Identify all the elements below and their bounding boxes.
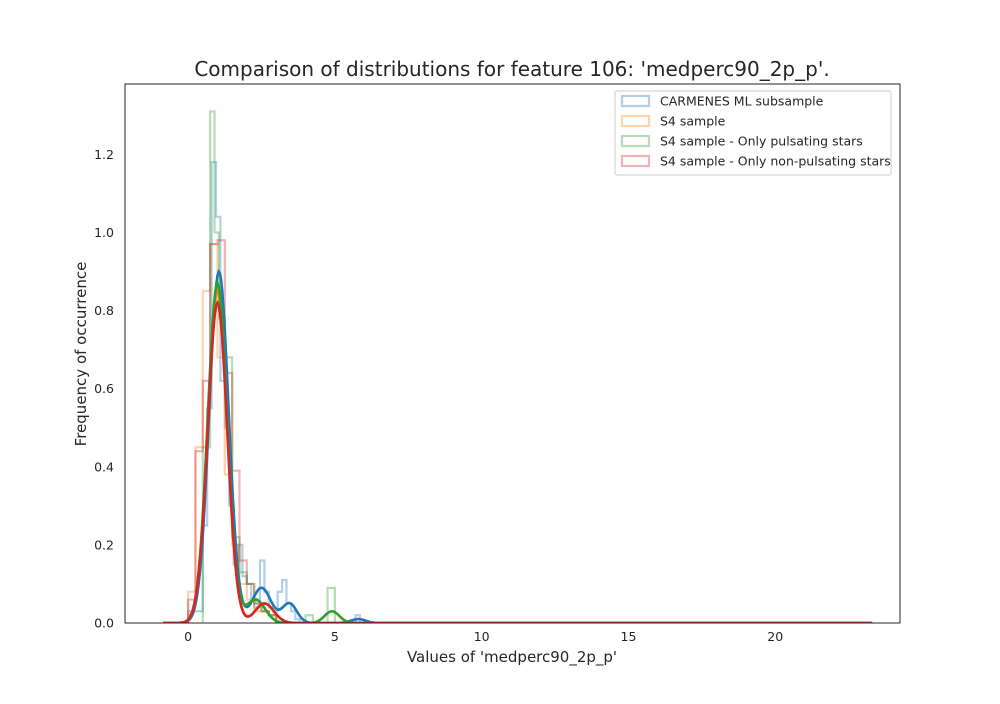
y-tick-label: 0.0: [94, 616, 114, 631]
legend-swatch: [620, 134, 651, 148]
y-tick-label: 1.2: [94, 147, 114, 162]
kde-series-1: [163, 288, 873, 623]
legend-swatch: [620, 154, 651, 168]
legend-label: CARMENES ML subsample: [660, 94, 824, 109]
kde-group: [163, 268, 873, 623]
x-tick-label: 0: [184, 629, 192, 644]
x-tick-label: 20: [767, 629, 783, 644]
legend-swatch: [620, 114, 651, 128]
histogram-group: [187, 110, 361, 623]
x-axis-label: Values of 'medperc90_2p_p': [407, 648, 617, 667]
kde-series-2: [163, 280, 873, 623]
x-axis-ticks: 0 5 10 15 20: [184, 629, 783, 644]
y-tick-label: 1.0: [94, 225, 114, 240]
y-tick-label: 0.4: [94, 459, 114, 474]
x-tick-label: 15: [621, 629, 637, 644]
plot-area: [163, 110, 873, 623]
legend: CARMENES ML subsample S4 sample S4 sample …: [614, 90, 892, 176]
legend-swatch: [620, 94, 651, 108]
kde-series-0: [163, 268, 873, 623]
y-tick-label: 0.6: [94, 381, 114, 396]
y-axis-label: Frequency of occurrence: [72, 262, 90, 447]
histogram-series-2: [201, 110, 336, 623]
legend-label: S4 sample - Only non-pulsating stars: [660, 154, 891, 169]
y-tick-label: 0.2: [94, 537, 114, 552]
x-tick-label: 5: [331, 629, 339, 644]
chart-title: Comparison of distributions for feature …: [194, 57, 829, 81]
histogram-series-3: [187, 239, 278, 623]
legend-label: S4 sample: [660, 114, 726, 129]
y-tick-label: 0.8: [94, 303, 114, 318]
y-axis-ticks: 0.0 0.2 0.4 0.6 0.8 1.0 1.2: [94, 147, 114, 631]
legend-label: S4 sample - Only pulsating stars: [660, 134, 863, 149]
legend-frame: [614, 90, 892, 176]
plot-frame: [124, 83, 901, 624]
kde-series-3: [163, 299, 873, 623]
x-tick-label: 10: [474, 629, 490, 644]
